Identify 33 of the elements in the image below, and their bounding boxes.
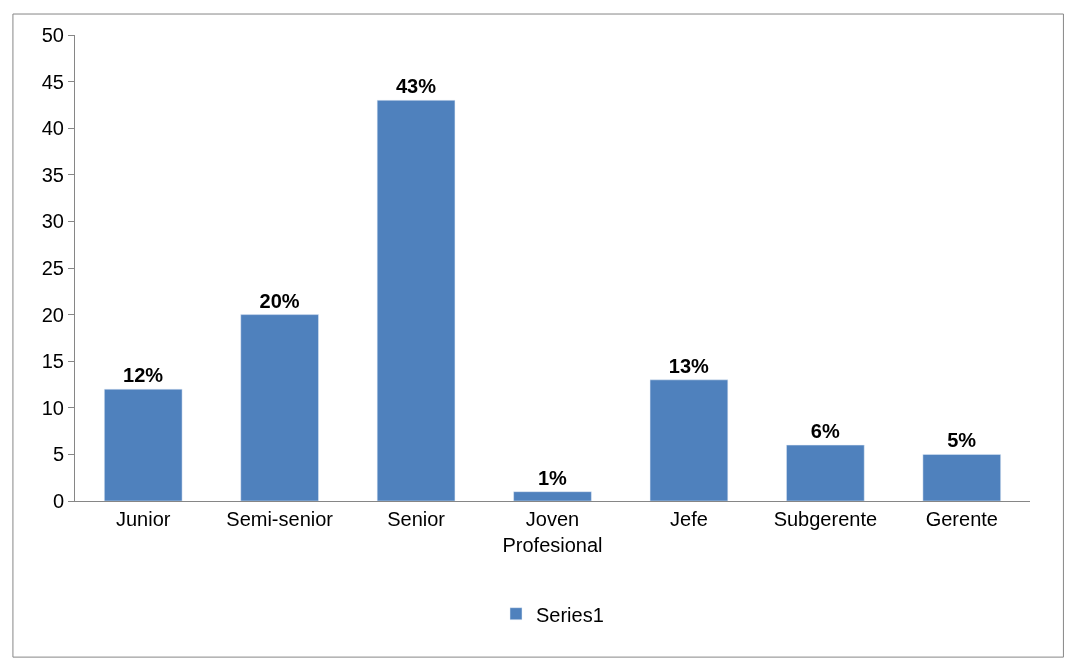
x-tick-label: Senior <box>387 508 446 530</box>
bar <box>513 491 592 501</box>
data-label: 13% <box>668 354 710 377</box>
x-tick-label: Semi-senior <box>226 508 334 530</box>
x-tick-label: Jefe <box>670 508 708 530</box>
y-tick-label: 0 <box>52 490 64 512</box>
legend-label: Series1 <box>536 603 604 626</box>
bar <box>649 379 729 501</box>
y-tick-label: 35 <box>41 163 64 186</box>
y-tick-label: 30 <box>41 210 64 233</box>
data-label: 12% <box>123 364 164 387</box>
y-tick-label: 20 <box>41 303 64 326</box>
y-tick-label: 10 <box>41 396 64 419</box>
bar <box>786 444 865 501</box>
x-tick-label: Joven Profesional <box>502 508 603 556</box>
y-tick-label: 40 <box>41 117 64 140</box>
x-tick-label: Subgerente <box>773 508 878 530</box>
bar <box>240 314 319 501</box>
data-label: 20% <box>259 289 300 312</box>
data-label: 5% <box>947 429 977 452</box>
data-label: 1% <box>537 466 568 489</box>
x-tick-label: Gerente <box>925 508 998 530</box>
y-tick-label: 25 <box>41 257 64 279</box>
y-tick-label: 5 <box>52 443 64 466</box>
y-tick-label: 50 <box>41 24 64 46</box>
bar <box>922 454 1001 501</box>
y-tick-label: 45 <box>41 70 64 93</box>
data-label: 43% <box>395 75 437 98</box>
y-tick-label: 15 <box>41 350 64 373</box>
data-label: 6% <box>810 420 840 443</box>
bar <box>104 388 183 501</box>
x-tick-label: Junior <box>115 508 171 530</box>
bar <box>376 99 456 501</box>
